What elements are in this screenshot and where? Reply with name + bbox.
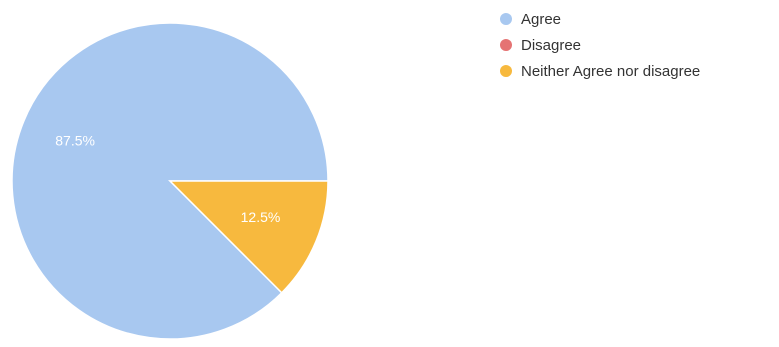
- legend-swatch-neither: [500, 65, 512, 77]
- slice-label-agree: 87.5%: [55, 132, 95, 148]
- slice-label-neither-agree-nor-disagree: 12.5%: [241, 209, 281, 225]
- chart-legend: Agree Disagree Neither Agree nor disagre…: [500, 6, 700, 84]
- pie-slice-neither-agree-nor-disagree[interactable]: [168, 180, 329, 294]
- legend-item-neither[interactable]: Neither Agree nor disagree: [500, 58, 700, 84]
- pie-slice-agree[interactable]: [11, 22, 329, 340]
- legend-label-neither: Neither Agree nor disagree: [521, 62, 701, 80]
- legend-swatch-disagree: [500, 39, 512, 51]
- legend-label-disagree: Disagree: [521, 36, 582, 54]
- legend-swatch-agree: [500, 13, 512, 25]
- legend-item-agree[interactable]: Agree: [500, 6, 700, 32]
- legend-item-disagree[interactable]: Disagree: [500, 32, 700, 58]
- legend-label-agree: Agree: [521, 10, 562, 28]
